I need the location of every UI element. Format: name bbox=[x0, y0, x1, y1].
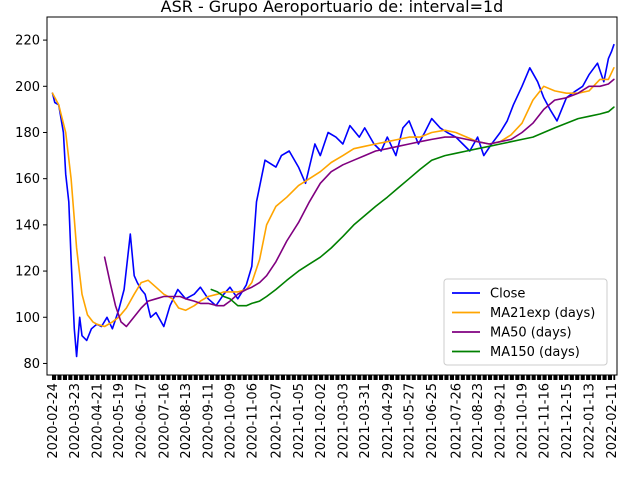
x-tick-marks bbox=[52, 375, 616, 380]
series-layer bbox=[51, 43, 615, 358]
legend-box bbox=[443, 278, 608, 366]
series-line-ma21exp-days bbox=[51, 67, 615, 328]
series-line-ma150-days bbox=[210, 106, 615, 307]
x-tick-label: 2021-02-02 bbox=[314, 383, 329, 459]
x-tick-label: 2020-09-11 bbox=[202, 383, 217, 459]
x-tick-label: 2021-01-05 bbox=[292, 383, 307, 459]
y-tick-label: 80 bbox=[23, 357, 40, 372]
legend-label: Close bbox=[490, 287, 525, 302]
series-line-close bbox=[51, 43, 615, 358]
y-tick-label: 220 bbox=[15, 34, 40, 49]
x-tick-label: 2022-02-11 bbox=[605, 383, 620, 459]
x-tick-label: 2021-12-15 bbox=[560, 383, 575, 459]
chart-title: ASR - Grupo Aeroportuario de: interval=1… bbox=[161, 0, 504, 16]
x-tick-label: 2020-11-06 bbox=[245, 383, 260, 459]
x-tick-label: 2020-12-07 bbox=[269, 383, 284, 459]
x-tick-label: 2021-07-26 bbox=[449, 383, 464, 459]
x-tick-label: 2022-01-13 bbox=[583, 383, 598, 459]
y-tick-label: 100 bbox=[15, 311, 40, 326]
x-tick-label: 2020-08-13 bbox=[179, 383, 194, 459]
x-tick-label: 2021-03-31 bbox=[358, 383, 373, 459]
y-axis: 80 100 120 140 160 180 200 220 bbox=[15, 34, 47, 372]
y-tick-label: 140 bbox=[15, 218, 40, 233]
x-tick-label: 2021-08-23 bbox=[471, 383, 486, 459]
y-tick-label: 200 bbox=[15, 80, 40, 95]
legend: Close MA21exp (days) MA50 (days) MA150 (day… bbox=[443, 278, 608, 366]
y-tick-label: 120 bbox=[15, 265, 40, 280]
legend-label: MA150 (days) bbox=[490, 345, 580, 360]
x-axis: 2020-02-24 2020-03-23 2020-04-21 2020-05-19… bbox=[46, 375, 620, 459]
x-tick-label: 2021-05-27 bbox=[403, 383, 418, 459]
legend-label: MA50 (days) bbox=[490, 326, 572, 341]
x-tick-label: 2020-03-23 bbox=[68, 383, 83, 459]
x-tick-label: 2020-02-24 bbox=[46, 383, 61, 459]
x-tick-label: 2020-04-21 bbox=[90, 383, 105, 459]
series-line-ma50-days bbox=[103, 78, 615, 328]
legend-label: MA21exp (days) bbox=[490, 306, 595, 321]
y-tick-label: 160 bbox=[15, 172, 40, 187]
x-tick-label: 2021-04-29 bbox=[381, 383, 396, 459]
x-tick-label: 2021-09-21 bbox=[494, 383, 509, 459]
x-tick-label: 2021-11-16 bbox=[537, 383, 552, 459]
x-tick-label: 2020-07-16 bbox=[157, 383, 172, 459]
x-tick-label: 2020-06-17 bbox=[135, 383, 150, 459]
x-tick-label: 2021-03-03 bbox=[336, 383, 351, 459]
x-tick-label: 2021-06-25 bbox=[425, 383, 440, 459]
y-tick-label: 180 bbox=[15, 126, 40, 141]
x-tick-label: 2020-05-19 bbox=[112, 383, 127, 459]
x-tick-label: 2021-10-19 bbox=[516, 383, 531, 459]
x-tick-label: 2020-10-09 bbox=[224, 383, 239, 459]
